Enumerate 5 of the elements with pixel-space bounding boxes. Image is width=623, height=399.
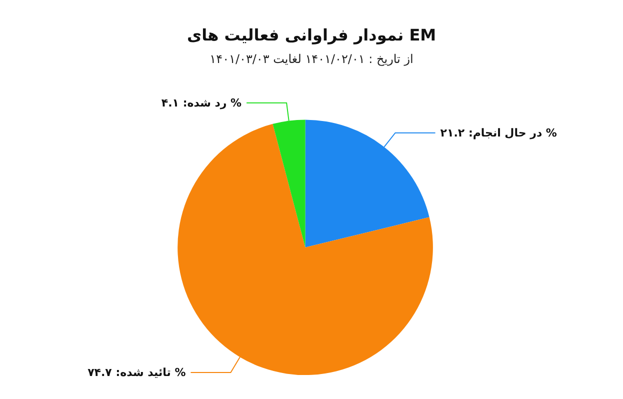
slice-label: % رد شده: ۴.۱ <box>161 96 242 110</box>
slice-label: % در حال انجام: ۲۱.۲ <box>440 126 557 140</box>
chart-subtitle: از تاریخ : ۱۴۰۱/۰۲/۰۱ لغایت ۱۴۰۱/۰۳/۰۳ <box>210 52 414 66</box>
slice-label: % تائید شده: ۷۴.۷ <box>88 366 186 380</box>
chart-title: نمودار فراوانی فعالیت های EM <box>186 26 436 44</box>
